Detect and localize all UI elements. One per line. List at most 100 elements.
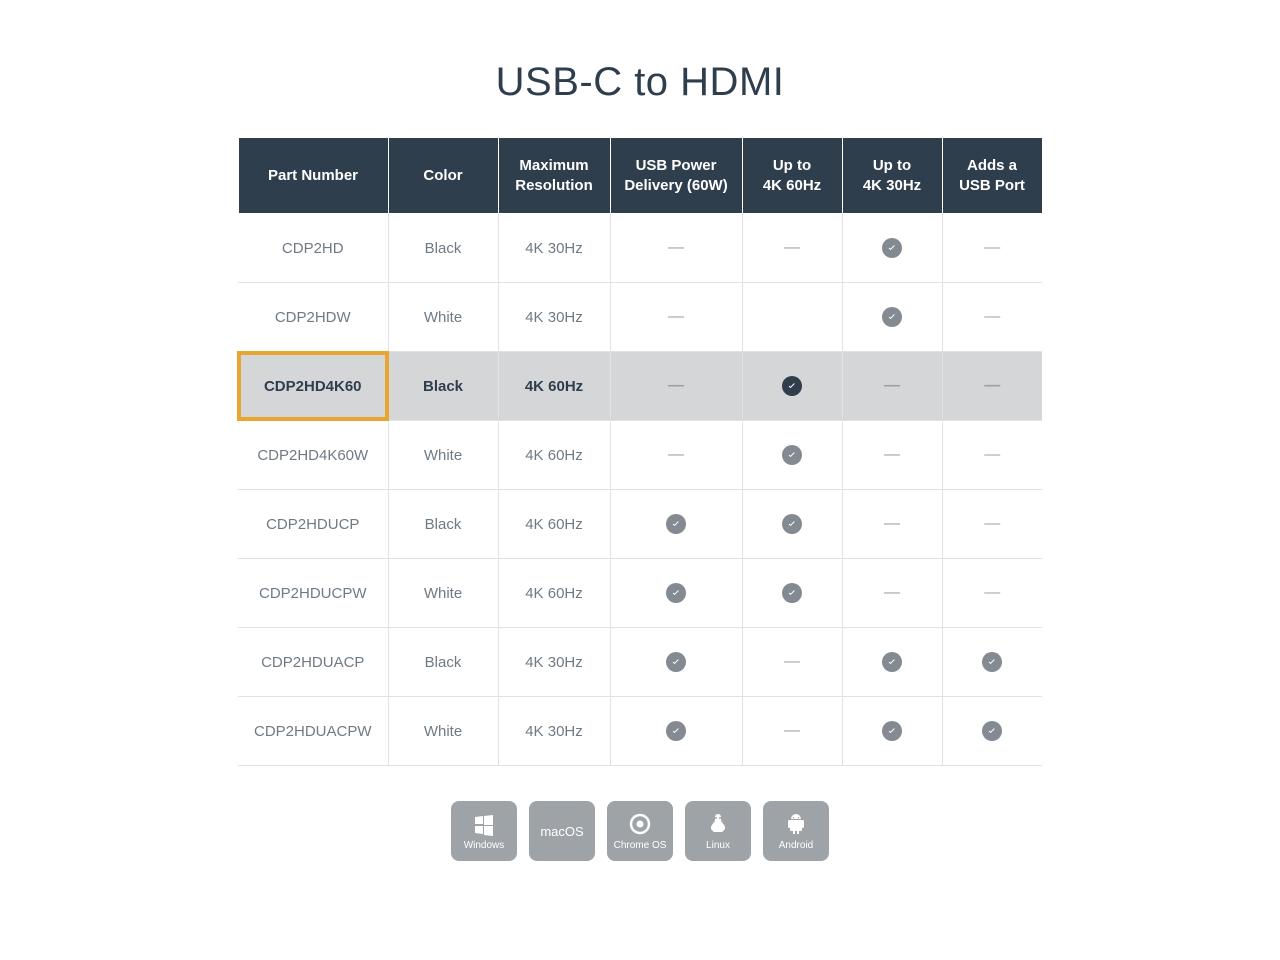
cell-4k30: — xyxy=(842,490,942,559)
os-badge-windows: Windows xyxy=(451,801,517,861)
column-header: Up to 4K 60Hz xyxy=(742,138,842,214)
table-row: CDP2HD4K60Black4K 60Hz——— xyxy=(238,352,1042,421)
cell-4k30 xyxy=(842,283,942,352)
cell-part-number: CDP2HDUACP xyxy=(238,628,388,697)
cell-pd xyxy=(610,697,742,766)
check-icon xyxy=(782,514,802,534)
cell-pd xyxy=(610,628,742,697)
table-header-row: Part NumberColorMaximumResolutionUSB Pow… xyxy=(238,138,1042,214)
dash-icon: — xyxy=(784,239,800,256)
dash-icon: — xyxy=(984,239,1000,256)
dash-icon: — xyxy=(984,377,1000,394)
os-label: Android xyxy=(779,840,813,851)
cell-4k60: — xyxy=(742,697,842,766)
cell-color: Black xyxy=(388,490,498,559)
cell-4k60: — xyxy=(742,628,842,697)
column-header: MaximumResolution xyxy=(498,138,610,214)
windows-icon xyxy=(472,812,496,836)
cell-4k30: — xyxy=(842,352,942,421)
cell-color: Black xyxy=(388,628,498,697)
cell-pd xyxy=(610,559,742,628)
cell-part-number: CDP2HDUCP xyxy=(238,490,388,559)
cell-resolution: 4K 60Hz xyxy=(498,352,610,421)
cell-4k30 xyxy=(842,697,942,766)
cell-color: Black xyxy=(388,352,498,421)
cell-resolution: 4K 30Hz xyxy=(498,628,610,697)
android-icon xyxy=(784,812,808,836)
table-row: CDP2HDUCPWWhite4K 60Hz—— xyxy=(238,559,1042,628)
check-icon xyxy=(982,652,1002,672)
highlight-border xyxy=(237,351,389,421)
chrome-icon xyxy=(628,812,652,836)
check-icon xyxy=(666,583,686,603)
cell-4k30: — xyxy=(842,421,942,490)
check-icon xyxy=(782,376,802,396)
os-badge-linux: Linux xyxy=(685,801,751,861)
dash-icon: — xyxy=(984,308,1000,325)
cell-usb xyxy=(942,697,1042,766)
cell-usb xyxy=(942,628,1042,697)
cell-usb: — xyxy=(942,490,1042,559)
cell-4k60: — xyxy=(742,214,842,283)
cell-color: White xyxy=(388,421,498,490)
cell-usb: — xyxy=(942,214,1042,283)
cell-resolution: 4K 60Hz xyxy=(498,490,610,559)
cell-color: White xyxy=(388,283,498,352)
cell-4k60 xyxy=(742,283,842,352)
table-row: CDP2HDUACPWWhite4K 30Hz— xyxy=(238,697,1042,766)
cell-pd: — xyxy=(610,214,742,283)
cell-part-number: CDP2HDW xyxy=(238,283,388,352)
os-compatibility-row: Windows macOS Chrome OS Linux Android xyxy=(451,801,829,861)
dash-icon: — xyxy=(884,515,900,532)
cell-part-number: CDP2HDUACPW xyxy=(238,697,388,766)
check-icon xyxy=(882,238,902,258)
check-icon xyxy=(882,721,902,741)
dash-icon: — xyxy=(784,722,800,739)
dash-icon: — xyxy=(668,239,684,256)
table-row: CDP2HD4K60WWhite4K 60Hz——— xyxy=(238,421,1042,490)
cell-4k30: — xyxy=(842,559,942,628)
cell-4k30 xyxy=(842,628,942,697)
cell-4k60 xyxy=(742,421,842,490)
table-row: CDP2HDBlack4K 30Hz——— xyxy=(238,214,1042,283)
table-row: CDP2HDWWhite4K 30Hz—— xyxy=(238,283,1042,352)
cell-resolution: 4K 60Hz xyxy=(498,421,610,490)
cell-4k30 xyxy=(842,214,942,283)
column-header: Up to 4K 30Hz xyxy=(842,138,942,214)
check-icon xyxy=(782,445,802,465)
check-icon xyxy=(882,652,902,672)
os-label: macOS xyxy=(540,824,583,839)
check-icon xyxy=(666,721,686,741)
cell-color: White xyxy=(388,697,498,766)
cell-usb: — xyxy=(942,352,1042,421)
linux-icon xyxy=(706,812,730,836)
os-label: Chrome OS xyxy=(614,840,667,851)
cell-resolution: 4K 60Hz xyxy=(498,559,610,628)
dash-icon: — xyxy=(784,653,800,670)
cell-part-number: CDP2HD4K60W xyxy=(238,421,388,490)
os-label: Windows xyxy=(464,840,505,851)
cell-pd: — xyxy=(610,421,742,490)
table-row: CDP2HDUCPBlack4K 60Hz — — xyxy=(238,490,1042,559)
cell-pd xyxy=(610,490,742,559)
check-icon xyxy=(666,514,686,534)
cell-pd: — xyxy=(610,352,742,421)
cell-usb: — xyxy=(942,283,1042,352)
dash-icon: — xyxy=(668,446,684,463)
check-icon xyxy=(882,307,902,327)
cell-resolution: 4K 30Hz xyxy=(498,283,610,352)
page-title: USB-C to HDMI xyxy=(496,60,785,105)
dash-icon: — xyxy=(884,377,900,394)
cell-pd: — xyxy=(610,283,742,352)
cell-usb: — xyxy=(942,559,1042,628)
cell-part-number: CDP2HD4K60 xyxy=(238,352,388,421)
table-row: CDP2HDUACPBlack4K 30Hz — xyxy=(238,628,1042,697)
check-icon xyxy=(666,652,686,672)
column-header: Part Number xyxy=(238,138,388,214)
comparison-table: Part NumberColorMaximumResolutionUSB Pow… xyxy=(238,137,1043,766)
cell-color: White xyxy=(388,559,498,628)
cell-resolution: 4K 30Hz xyxy=(498,214,610,283)
os-badge-android: Android xyxy=(763,801,829,861)
column-header: Adds a USB Port xyxy=(942,138,1042,214)
dash-icon: — xyxy=(984,515,1000,532)
